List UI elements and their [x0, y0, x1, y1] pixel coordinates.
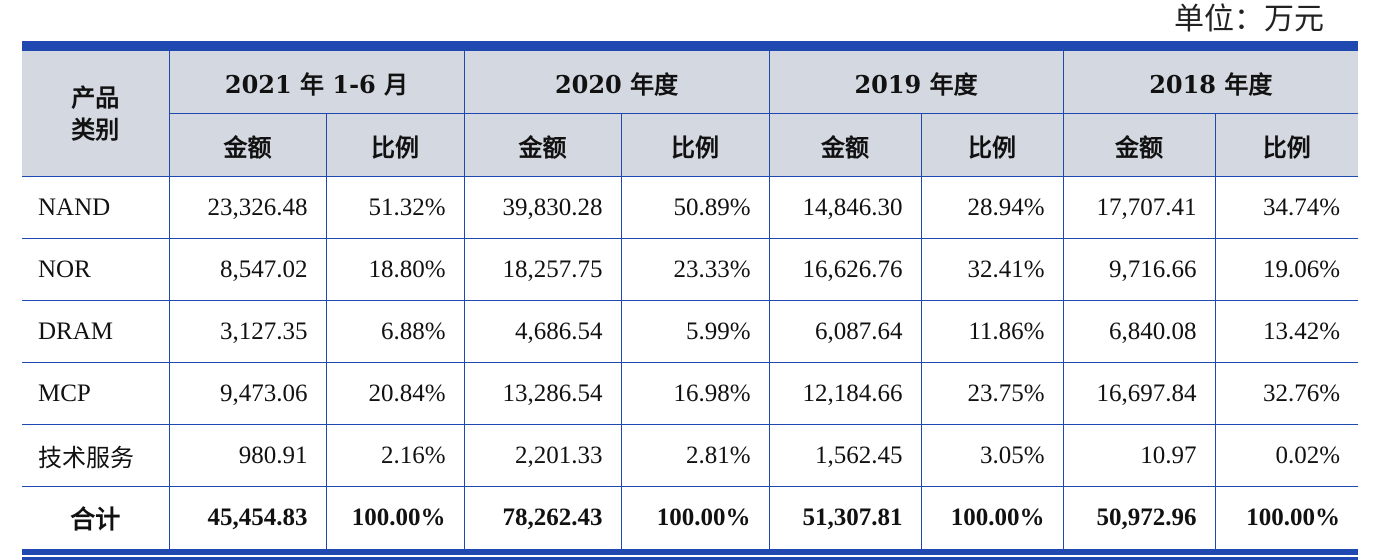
table-cell: 5.99% — [620, 300, 770, 363]
total-label: 合计 — [22, 486, 170, 550]
table-cell: 16.98% — [620, 362, 770, 425]
table-row: 技术服务 980.91 2.16% 2,201.33 2.81% 1,562.4… — [22, 424, 1359, 487]
header-row-metrics: 金额 比例 金额 比例 金额 比例 金额 比例 — [22, 113, 1359, 177]
table-cell: 1,562.45 — [768, 424, 922, 487]
table-cell: 50.89% — [620, 176, 770, 239]
table-cell: 3.05% — [920, 424, 1064, 487]
row-label: DRAM — [22, 300, 170, 363]
table-cell: 23.75% — [920, 362, 1064, 425]
table-cell: 980.91 — [168, 424, 327, 487]
corner-line-1: 产品 — [71, 83, 120, 112]
table-cell: 19.06% — [1214, 238, 1359, 301]
total-cell: 100.00% — [620, 486, 770, 550]
table-cell: 32.41% — [920, 238, 1064, 301]
row-label: NOR — [22, 238, 170, 301]
table-cell: 23,326.48 — [168, 176, 327, 239]
top-rule — [22, 41, 1358, 50]
bottom-rule-secondary — [22, 557, 1358, 560]
total-cell: 78,262.43 — [463, 486, 622, 550]
table-cell: 18.80% — [325, 238, 465, 301]
table-cell: 13.42% — [1214, 300, 1359, 363]
table-cell: 2,201.33 — [463, 424, 622, 487]
ratio-header: 比例 — [920, 113, 1064, 177]
table-cell: 20.84% — [325, 362, 465, 425]
table-cell: 13,286.54 — [463, 362, 622, 425]
amount-header: 金额 — [463, 113, 622, 177]
table-cell: 3,127.35 — [168, 300, 327, 363]
table-cell: 9,473.06 — [168, 362, 327, 425]
period-header: 2018 年度 — [1062, 50, 1359, 114]
table-cell: 16,626.76 — [768, 238, 922, 301]
table-cell: 18,257.75 — [463, 238, 622, 301]
period-header: 2020 年度 — [463, 50, 770, 114]
amount-header: 金额 — [768, 113, 922, 177]
table-cell: 17,707.41 — [1062, 176, 1216, 239]
table-cell: 6,087.64 — [768, 300, 922, 363]
table-cell: 34.74% — [1214, 176, 1359, 239]
table-cell: 32.76% — [1214, 362, 1359, 425]
ratio-header: 比例 — [620, 113, 770, 177]
unit-label: 单位：万元 — [1174, 2, 1324, 37]
total-row: 合计 45,454.83 100.00% 78,262.43 100.00% 5… — [22, 486, 1359, 550]
period-header: 2021 年 1-6 月 — [168, 50, 465, 114]
total-cell: 50,972.96 — [1062, 486, 1216, 550]
table-cell: 6,840.08 — [1062, 300, 1216, 363]
corner-header: 产品 类别 — [22, 50, 170, 177]
ratio-header: 比例 — [325, 113, 465, 177]
table-cell: 10.97 — [1062, 424, 1216, 487]
table-cell: 0.02% — [1214, 424, 1359, 487]
table-cell: 28.94% — [920, 176, 1064, 239]
total-cell: 100.00% — [325, 486, 465, 550]
table-cell: 23.33% — [620, 238, 770, 301]
table-cell: 39,830.28 — [463, 176, 622, 239]
table-row: MCP 9,473.06 20.84% 13,286.54 16.98% 12,… — [22, 362, 1359, 425]
period-header: 2019 年度 — [768, 50, 1064, 114]
revenue-by-product-table: 产品 类别 2021 年 1-6 月 2020 年度 2019 年度 2018 … — [22, 50, 1359, 550]
table-cell: 8,547.02 — [168, 238, 327, 301]
header-row-periods: 产品 类别 2021 年 1-6 月 2020 年度 2019 年度 2018 … — [22, 50, 1359, 177]
total-cell: 100.00% — [920, 486, 1064, 550]
row-label: 技术服务 — [22, 424, 170, 487]
table-cell: 6.88% — [325, 300, 465, 363]
amount-header: 金额 — [168, 113, 327, 177]
table-cell: 51.32% — [325, 176, 465, 239]
table-row: DRAM 3,127.35 6.88% 4,686.54 5.99% 6,087… — [22, 300, 1359, 363]
table-cell: 2.81% — [620, 424, 770, 487]
table-cell: 11.86% — [920, 300, 1064, 363]
total-cell: 45,454.83 — [168, 486, 327, 550]
row-label: MCP — [22, 362, 170, 425]
table-row: NAND 23,326.48 51.32% 39,830.28 50.89% 1… — [22, 176, 1359, 239]
table-cell: 16,697.84 — [1062, 362, 1216, 425]
table-row: NOR 8,547.02 18.80% 18,257.75 23.33% 16,… — [22, 238, 1359, 301]
total-cell: 51,307.81 — [768, 486, 922, 550]
table-cell: 9,716.66 — [1062, 238, 1216, 301]
amount-header: 金额 — [1062, 113, 1216, 177]
table-cell: 4,686.54 — [463, 300, 622, 363]
ratio-header: 比例 — [1214, 113, 1359, 177]
total-cell: 100.00% — [1214, 486, 1359, 550]
table-cell: 12,184.66 — [768, 362, 922, 425]
table-cell: 2.16% — [325, 424, 465, 487]
corner-line-2: 类别 — [71, 115, 120, 144]
table-cell: 14,846.30 — [768, 176, 922, 239]
row-label: NAND — [22, 176, 170, 239]
bottom-rule — [22, 549, 1358, 555]
